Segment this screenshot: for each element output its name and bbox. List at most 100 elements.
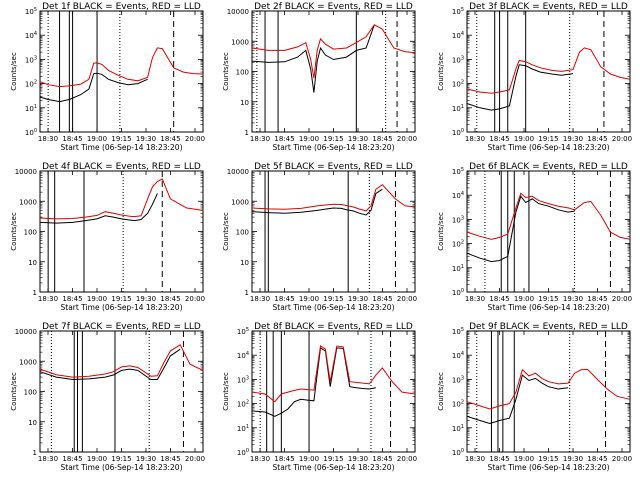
y-tick-label: 104 [237,351,249,360]
y-tick-label: 102 [452,240,464,249]
x-tick-label: 18:45 [489,135,509,143]
x-tick-label: 19:15 [111,295,131,303]
x-tick-label: 19:30 [136,135,156,143]
y-tick-label: 101 [452,264,464,273]
series-line-lld [466,47,631,94]
x-tick-label: 19:30 [348,295,368,303]
y-tick-label: 100 [25,128,37,137]
x-tick-label: 20:00 [612,295,632,303]
x-axis-label: Start Time (06-Sep-14 18:23:20) [61,463,183,472]
x-tick-label: 19:00 [299,135,319,143]
y-tick-label: 100 [236,69,249,77]
y-tick-label: 103 [452,55,464,64]
x-tick-label: 19:00 [514,295,534,303]
y-tick-label: 102 [25,80,37,89]
x-tick-label: 18:45 [587,295,607,303]
x-tick-label: 18:45 [587,455,607,463]
chart-title: Det 7f BLACK = Events, RED = LLD [42,322,201,332]
x-tick-label: 18:45 [489,295,509,303]
y-tick-label: 10000 [15,168,37,176]
chart-title: Det 5f BLACK = Events, RED = LLD [254,162,413,172]
x-tick-label: 19:00 [514,455,534,463]
series-line-events [251,24,375,93]
x-axis-label: Start Time (06-Sep-14 18:23:20) [61,143,183,152]
chart-title: Det 8f BLACK = Events, RED = LLD [254,322,413,332]
series-line-lld [39,344,204,378]
x-tick-label: 18:45 [160,455,180,463]
y-tick-label: 1000 [231,38,249,46]
y-tick-label: 105 [452,7,464,16]
x-tick-label: 19:00 [87,455,107,463]
series-line-events [251,188,383,216]
chart-panel-3: Det 3f BLACK = Events, RED = LLD 100 101 10… [437,2,632,152]
series-line-events [39,72,148,103]
x-tick-label: 20:00 [612,135,632,143]
x-tick-label: 18:30 [250,135,270,143]
y-tick-label: 100 [452,288,464,297]
chart-panel-8: Det 8f BLACK = Events, RED = LLD 100 101 10… [222,322,417,472]
x-tick-label: 19:15 [323,455,343,463]
x-tick-label: 18:45 [372,295,392,303]
plot-frame [466,170,631,293]
x-tick-label: 19:15 [538,295,558,303]
x-tick-label: 18:45 [587,135,607,143]
y-tick-label: 1 [245,129,249,137]
series-line-events [466,374,569,425]
series-line-lld [39,178,204,220]
y-tick-label: 105 [25,7,37,16]
series-line-lld [251,184,416,212]
x-tick-label: 18:45 [274,455,294,463]
x-tick-label: 19:00 [299,455,319,463]
x-axis-label: Start Time (06-Sep-14 18:23:20) [273,303,395,312]
x-tick-label: 18:30 [465,135,485,143]
x-tick-label: 18:45 [274,135,294,143]
chart-panel-5: Det 5f BLACK = Events, RED = LLD 1 10 100 10… [222,162,417,312]
chart-title: Det 6f BLACK = Events, RED = LLD [469,162,628,172]
x-tick-label: 18:45 [62,295,82,303]
x-tick-label: 19:00 [87,135,107,143]
y-tick-label: 103 [452,375,464,384]
y-tick-label: 10 [240,259,249,267]
x-tick-label: 18:45 [160,295,180,303]
y-axis-label: Counts/sec [222,52,230,91]
series-line-events [466,195,575,263]
y-tick-label: 1 [33,449,37,457]
chart-panel-4: Det 4f BLACK = Events, RED = LLD 1 10 100 10… [10,162,205,312]
y-tick-label: 103 [25,55,37,64]
y-tick-label: 1 [33,289,37,297]
x-tick-label: 20:00 [397,455,417,463]
y-tick-label: 10000 [227,168,249,176]
y-tick-label: 104 [452,351,464,360]
y-tick-label: 10000 [227,8,249,16]
plot-frame [39,170,204,293]
x-tick-label: 18:30 [250,295,270,303]
y-axis-label: Counts/sec [10,372,18,411]
y-axis-label: Counts/sec [222,372,230,411]
x-tick-label: 19:15 [323,295,343,303]
x-tick-label: 20:00 [397,295,417,303]
y-tick-label: 105 [237,327,249,336]
y-tick-label: 101 [452,104,464,113]
y-tick-label: 1000 [231,198,249,206]
chart-title: Det 2f BLACK = Events, RED = LLD [254,2,413,12]
y-axis-label: Counts/sec [222,212,230,251]
y-tick-label: 105 [452,327,464,336]
y-tick-label: 104 [452,31,464,40]
x-tick-label: 18:45 [62,135,82,143]
plot-frame [251,170,416,293]
y-axis-label: Counts/sec [10,52,18,91]
series-line-lld [466,192,631,240]
chart-panel-2: Det 2f BLACK = Events, RED = LLD 1 10 100 10… [222,2,417,152]
series-line-lld [466,368,631,410]
x-tick-label: 19:15 [323,135,343,143]
chart-panel-1: Det 1f BLACK = Events, RED = LLD 100 101 10… [10,2,205,152]
x-tick-label: 18:45 [62,455,82,463]
series-line-events [39,348,181,381]
x-tick-label: 20:00 [397,135,417,143]
chart-title: Det 4f BLACK = Events, RED = LLD [42,162,201,172]
x-tick-label: 20:00 [185,135,205,143]
series-line-lld [251,24,416,79]
series-line-lld [39,47,204,88]
chart-panel-6: Det 6f BLACK = Events, RED = LLD 100 101 10… [437,162,632,312]
